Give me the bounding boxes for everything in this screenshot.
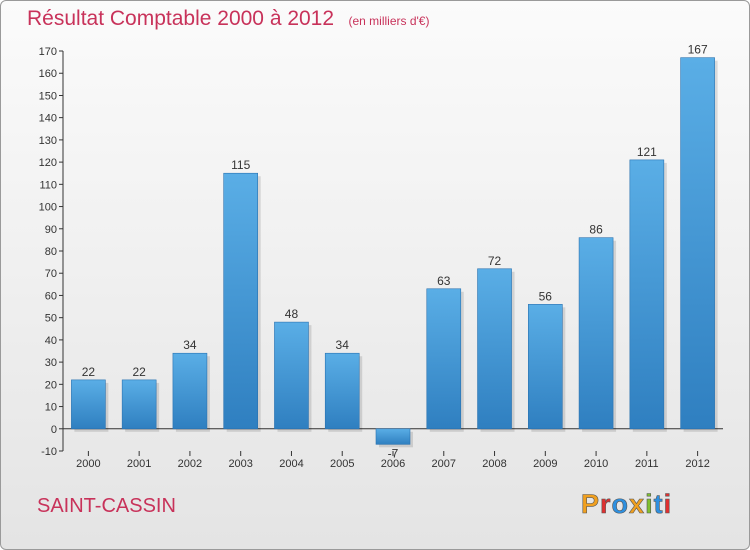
chart-unit: (en milliers d'€): [348, 14, 430, 28]
bar-group-2011: 121 2011: [629, 145, 667, 470]
bar-group-2007: 63 2007: [426, 274, 464, 470]
x-tick-label: 2001: [127, 458, 151, 470]
data-label: 48: [285, 307, 299, 321]
x-tick-label: 2002: [178, 458, 202, 470]
data-label: 115: [231, 158, 250, 172]
x-tick-label: 2004: [279, 458, 303, 470]
y-tick-label: 30: [45, 357, 57, 369]
y-tick-label: 80: [45, 246, 57, 258]
chart-title-text: Résultat Comptable 2000 à 2012: [27, 7, 335, 30]
x-tick-label: 2011: [635, 458, 659, 470]
x-tick-label: 2000: [76, 458, 100, 470]
data-label: 72: [488, 254, 502, 268]
y-tick-label: 170: [39, 46, 57, 58]
bar: [71, 379, 106, 430]
y-tick-label: -10: [41, 446, 57, 458]
bar: [680, 57, 715, 430]
bar: [426, 288, 462, 430]
data-label: 56: [539, 289, 553, 303]
x-tick-label: 2012: [685, 458, 709, 470]
bar: [121, 379, 157, 430]
y-tick-label: 10: [45, 402, 57, 414]
y-tick-label: 60: [45, 290, 57, 302]
data-label: 121: [637, 145, 657, 159]
y-tick-label: 100: [39, 202, 57, 214]
y-tick-label: 40: [45, 335, 57, 347]
bar: [578, 237, 614, 430]
bar-group-2000: 22 2000: [71, 365, 109, 470]
bar: [375, 428, 411, 445]
bar: [324, 352, 360, 430]
x-tick-label: 2006: [381, 458, 405, 470]
chart-title: Résultat Comptable 2000 à 2012 (en milli…: [27, 7, 429, 31]
proxiti-logo: Proxiti: [581, 489, 673, 520]
data-label: 63: [437, 274, 451, 288]
x-tick-label: 2005: [330, 458, 354, 470]
bar: [223, 172, 258, 430]
y-tick-label: 110: [39, 179, 57, 191]
bar-group-2009: 56 2009: [528, 289, 566, 470]
x-tick-label: 2007: [432, 458, 456, 470]
x-tick-label: 2010: [584, 458, 608, 470]
data-label: 22: [132, 365, 146, 379]
data-label: 86: [589, 223, 603, 237]
bar-group-2004: 48 2004: [274, 307, 312, 470]
y-tick-label: 120: [39, 157, 57, 169]
bar: [477, 268, 512, 430]
y-tick-label: 160: [39, 68, 57, 80]
bar-group-2012: 167 2012: [680, 43, 718, 470]
bar: [274, 321, 309, 430]
bar-group-2005: 34 2005: [324, 338, 363, 470]
x-tick-label: 2009: [533, 458, 557, 470]
x-tick-label: 2008: [482, 458, 506, 470]
bar: [172, 352, 208, 430]
y-tick-label: 130: [39, 135, 57, 147]
x-tick-label: 2003: [228, 458, 252, 470]
data-label: 34: [183, 338, 197, 352]
bar-group-2010: 86 2010: [578, 223, 617, 470]
y-tick-label: 90: [45, 224, 57, 236]
commune-name: SAINT-CASSIN: [37, 495, 176, 517]
y-tick-label: 50: [45, 313, 57, 325]
bar-group-2003: 115 2003: [223, 158, 261, 470]
y-tick-label: 0: [51, 424, 57, 436]
bar: [528, 304, 563, 430]
bar-group-2008: 72 2008: [477, 254, 515, 470]
bar-group-2001: 22 2001: [121, 365, 160, 470]
y-tick-label: 20: [45, 379, 57, 391]
bar: [629, 159, 665, 430]
data-label: 34: [336, 338, 350, 352]
y-tick-label: 140: [39, 113, 57, 125]
data-label: 22: [82, 365, 96, 379]
y-tick-label: 70: [45, 268, 57, 280]
y-tick-label: 150: [39, 90, 57, 102]
data-label: 167: [688, 43, 708, 57]
bar-group-2002: 34 2002: [172, 338, 210, 470]
